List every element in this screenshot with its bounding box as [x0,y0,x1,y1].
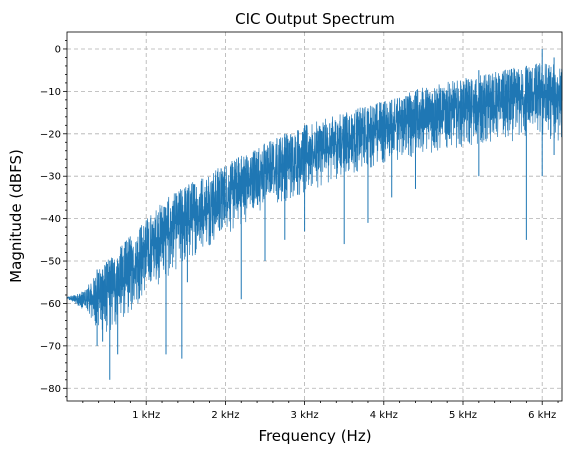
y-tick-label: −20 [40,129,61,140]
x-tick-label: 3 kHz [291,410,319,421]
y-tick-label: −30 [40,172,61,183]
x-axis-label: Frequency (Hz) [258,427,371,445]
y-tick-label: −70 [40,341,61,352]
y-tick-label: −40 [40,214,61,225]
x-tick-label: 4 kHz [370,410,398,421]
y-tick-label: 0 [55,44,61,55]
spectrum-line [66,63,563,332]
y-axis: 0 −10 −20 −30 −40 −50 −60 −70 −80 [40,40,67,398]
x-tick-label: 6 kHz [528,410,556,421]
x-tick-label: 5 kHz [449,410,477,421]
series-spectrum [66,48,563,380]
y-tick-label: −50 [40,257,61,268]
y-axis-label: Magnitude (dBFS) [7,149,25,283]
y-tick-label: −10 [40,87,61,98]
chart-title: CIC Output Spectrum [235,10,395,28]
x-axis: 1 kHz 2 kHz 3 kHz 4 kHz 5 kHz 6 kHz [82,401,559,421]
y-tick-label: −60 [40,299,61,310]
x-tick-label: 2 kHz [211,410,239,421]
plot-frame [66,31,563,402]
x-tick-label: 1 kHz [132,410,160,421]
y-tick-label: −80 [40,384,61,395]
